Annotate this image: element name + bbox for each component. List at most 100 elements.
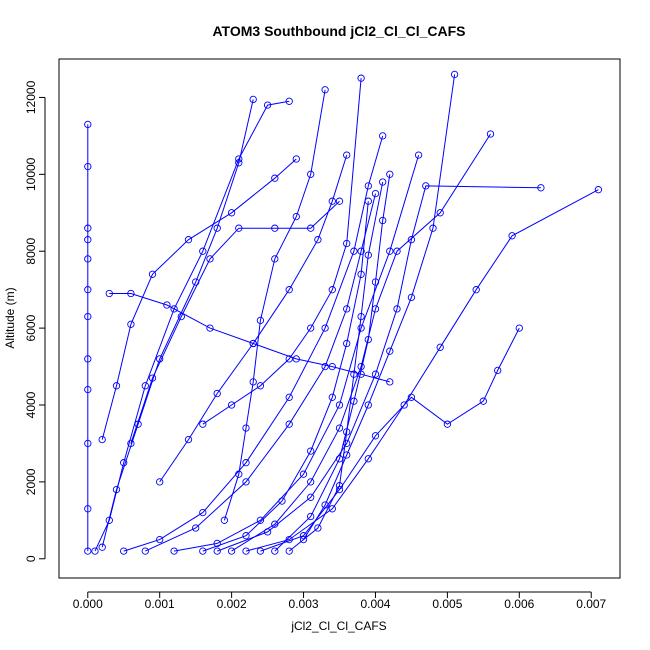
data-point <box>235 159 243 167</box>
plot-area-frame <box>58 58 621 579</box>
data-point <box>400 401 408 409</box>
data-point <box>386 247 394 255</box>
data-point <box>84 162 92 171</box>
data-point <box>414 151 423 159</box>
data-point <box>271 224 279 232</box>
profile-series-2 <box>91 97 293 555</box>
data-point <box>84 236 92 244</box>
data-point <box>256 316 265 325</box>
data-point <box>328 286 336 294</box>
data-point <box>371 189 380 198</box>
profile-series-19 <box>98 155 300 444</box>
data-point <box>285 355 293 363</box>
y-tick-label: 10000 <box>24 157 38 191</box>
y-tick-label: 4000 <box>24 391 38 418</box>
data-point <box>112 382 121 390</box>
data-point <box>84 255 92 263</box>
data-point <box>141 547 149 555</box>
data-point <box>321 324 329 332</box>
profile-series-3 <box>98 95 257 551</box>
data-point <box>335 482 344 490</box>
data-point <box>263 101 272 109</box>
data-point <box>170 305 178 313</box>
data-point <box>120 547 128 555</box>
series-line <box>217 185 541 552</box>
profile-series-12 <box>271 170 394 555</box>
data-point <box>364 455 372 463</box>
data-point <box>364 401 372 409</box>
data-point <box>163 301 171 309</box>
data-point <box>379 178 387 186</box>
data-point <box>84 439 92 448</box>
data-point <box>335 401 344 409</box>
data-point <box>242 424 250 432</box>
data-point <box>242 547 250 555</box>
data-point <box>508 232 516 240</box>
data-point <box>184 435 193 444</box>
data-point <box>357 312 365 321</box>
profile-series-16 <box>199 74 365 428</box>
data-point <box>371 432 380 440</box>
data-point <box>343 339 351 348</box>
profile-series-14 <box>299 70 459 544</box>
data-point <box>256 516 265 524</box>
data-point <box>328 505 336 513</box>
data-point <box>371 278 380 286</box>
data-point <box>84 385 92 394</box>
x-tick-label: 0.003 <box>289 597 319 611</box>
data-point <box>199 508 207 517</box>
series-line <box>101 158 297 440</box>
data-point <box>105 289 113 298</box>
data-point <box>271 174 279 182</box>
profile-series-4 <box>120 132 387 555</box>
data-point <box>537 184 545 192</box>
data-point <box>407 236 416 244</box>
data-point <box>213 224 221 232</box>
data-point <box>148 270 157 278</box>
profile-series-15 <box>220 86 329 524</box>
data-point <box>285 420 293 428</box>
data-point <box>292 212 300 221</box>
y-tick-label: 6000 <box>24 314 38 341</box>
data-point <box>307 447 315 455</box>
data-point <box>314 524 322 532</box>
series-line <box>109 293 390 383</box>
data-point <box>299 470 308 478</box>
x-tick-label: 0.006 <box>504 597 534 611</box>
series-line <box>303 74 456 540</box>
data-point <box>84 547 92 555</box>
data-point <box>184 236 193 244</box>
data-point <box>249 95 257 104</box>
data-point <box>328 393 336 401</box>
series-line <box>159 154 348 483</box>
data-point <box>494 366 502 375</box>
data-point <box>127 289 135 298</box>
data-point <box>213 389 221 398</box>
data-point <box>343 305 351 313</box>
x-axis-label: jCl2_Cl_Cl_CAFS <box>290 619 386 633</box>
data-point <box>335 424 344 432</box>
data-point <box>84 505 92 513</box>
data-point <box>328 362 336 371</box>
data-point <box>98 543 106 551</box>
data-point <box>227 401 236 409</box>
series-line <box>130 200 340 444</box>
series-line <box>223 89 326 521</box>
y-tick-label: 8000 <box>24 238 38 265</box>
data-point <box>407 393 416 401</box>
series-layer <box>84 70 603 555</box>
x-tick-label: 0.005 <box>432 597 462 611</box>
data-point <box>84 312 92 321</box>
profile-series-1 <box>84 120 92 555</box>
data-point <box>321 86 329 94</box>
data-point <box>285 286 293 294</box>
series-line <box>101 99 254 548</box>
data-point <box>407 293 416 302</box>
data-point <box>343 151 351 159</box>
data-point <box>285 547 293 555</box>
data-point <box>479 397 487 405</box>
data-point <box>91 547 99 555</box>
data-point <box>386 378 394 386</box>
x-tick-label: 0.002 <box>217 597 247 611</box>
